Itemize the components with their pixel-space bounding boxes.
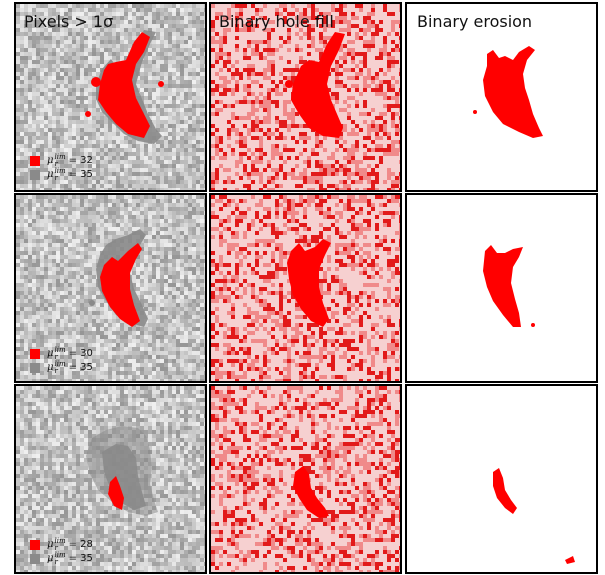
mask-overlay	[86, 426, 158, 516]
red-swatch	[30, 156, 40, 166]
legend-value: = 35	[68, 553, 93, 564]
panel-row3-sigma: μ lim r = 28 μ lim r = 35	[14, 384, 207, 574]
mask-overlay	[293, 466, 329, 518]
sub-r: r	[54, 544, 58, 552]
sub-r: r	[54, 174, 58, 182]
panel-row3-fill	[209, 384, 402, 574]
panel-row2-erosion	[405, 193, 598, 383]
mu-symbol: μ	[47, 362, 54, 373]
mask-overlay	[493, 468, 575, 564]
mu-symbol: μ	[47, 539, 54, 550]
mask-overlay	[483, 245, 535, 327]
mask-overlay	[85, 30, 164, 144]
mu-symbol: μ	[47, 348, 54, 359]
legend-entry-gray: μ lim r = 35	[30, 168, 93, 182]
sup-lim: lim	[54, 360, 66, 368]
legend: μ lim r = 30 μ lim r = 35	[30, 347, 93, 375]
legend-entry-red: μ lim r = 28	[30, 538, 93, 552]
panel-row2-fill	[209, 193, 402, 383]
mu-symbol: μ	[47, 155, 54, 166]
legend-entry-red: μ lim r = 32	[30, 154, 93, 168]
noise-image	[211, 386, 400, 572]
sup-lim: lim	[54, 153, 66, 161]
mask-overlay	[287, 239, 331, 327]
legend-value: = 28	[68, 539, 93, 550]
mask-overlay	[473, 46, 543, 138]
mask-overlay	[285, 32, 345, 138]
sup-lim: lim	[54, 537, 66, 545]
panel-row1-sigma: Pixels > 1σ μ lim r = 32 μ lim r = 35	[14, 2, 207, 192]
legend-value: = 35	[68, 362, 93, 373]
column-title-sigma: Pixels > 1σ	[24, 12, 114, 31]
panel-row1-fill: Binary hole fill	[209, 2, 402, 192]
column-title-fill: Binary hole fill	[219, 12, 334, 31]
legend-value: = 32	[68, 155, 93, 166]
sup-lim: lim	[54, 346, 66, 354]
red-swatch	[30, 540, 40, 550]
mu-symbol: μ	[47, 169, 54, 180]
sup-lim: lim	[54, 551, 66, 559]
mu-symbol: μ	[47, 553, 54, 564]
red-swatch	[30, 349, 40, 359]
mask-overlay	[89, 229, 148, 327]
legend-value: = 30	[68, 348, 93, 359]
legend-entry-red: μ lim r = 30	[30, 347, 93, 361]
gray-swatch	[30, 554, 40, 564]
panel-row1-erosion: Binary erosion	[405, 2, 598, 192]
gray-swatch	[30, 170, 40, 180]
sub-r: r	[54, 353, 58, 361]
sub-r: r	[54, 367, 58, 375]
legend-entry-gray: μ lim r = 35	[30, 552, 93, 566]
legend: μ lim r = 32 μ lim r = 35	[30, 154, 93, 182]
sub-r: r	[54, 160, 58, 168]
panel-row2-sigma: μ lim r = 30 μ lim r = 35	[14, 193, 207, 383]
panel-row3-erosion	[405, 384, 598, 574]
legend-entry-gray: μ lim r = 35	[30, 361, 93, 375]
column-title-erosion: Binary erosion	[417, 12, 533, 31]
gray-swatch	[30, 363, 40, 373]
legend-value: = 35	[68, 169, 93, 180]
sub-r: r	[54, 558, 58, 566]
sup-lim: lim	[54, 167, 66, 175]
legend: μ lim r = 28 μ lim r = 35	[30, 538, 93, 566]
